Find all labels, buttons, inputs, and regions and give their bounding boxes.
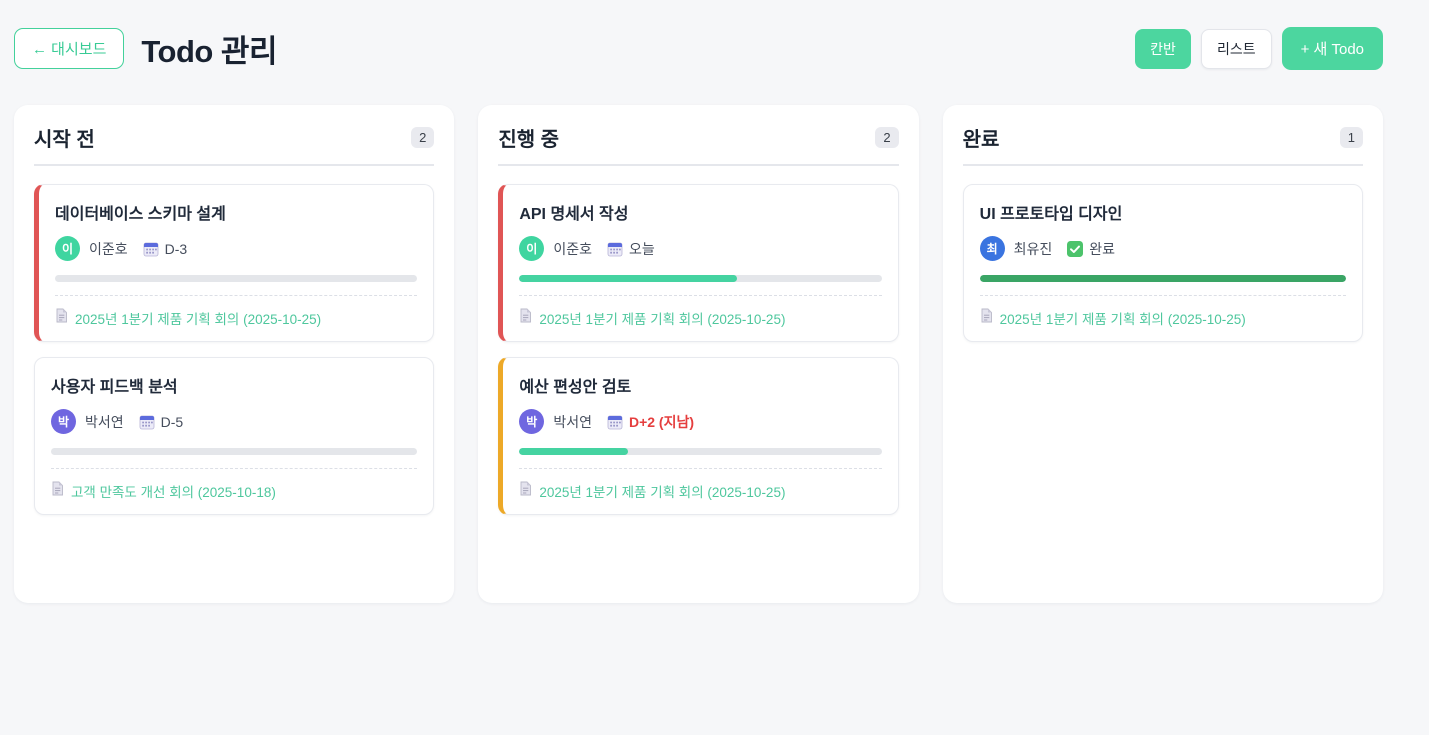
memo-link[interactable]: 2025년 1분기 제품 기획 회의 (2025-10-25) <box>55 308 417 328</box>
calendar-icon <box>607 241 623 257</box>
progress-bar <box>979 275 1346 282</box>
check-icon <box>1067 240 1084 257</box>
progress-fill <box>519 448 629 455</box>
card-divider <box>519 295 882 296</box>
column-count-badge: 2 <box>875 126 899 149</box>
column-header: 시작 전 2 <box>34 123 435 152</box>
assignee-avatar: 박 <box>51 409 76 434</box>
card-divider <box>519 468 882 469</box>
document-icon <box>51 481 64 501</box>
card-divider <box>979 295 1346 296</box>
memo-label: 고객 만족도 개선 회의 (2025-10-18) <box>71 485 276 500</box>
assignee-avatar: 이 <box>55 236 80 261</box>
memo-link[interactable]: 2025년 1분기 제품 기획 회의 (2025-10-25) <box>519 481 881 501</box>
document-icon <box>519 481 532 501</box>
list-view-button[interactable]: 리스트 <box>1200 28 1272 69</box>
document-icon <box>55 308 68 328</box>
assignee-name: 이준호 <box>89 240 128 257</box>
kanban-view-button[interactable]: 칸반 <box>1135 28 1191 69</box>
todo-title: UI 프로토타입 디자인 <box>979 206 1123 223</box>
column-title: 시작 전 <box>34 129 95 151</box>
card-divider <box>55 295 418 296</box>
assignee-name: 박서연 <box>85 413 124 430</box>
todo-meta: 이 이준호 D-3 <box>55 236 417 261</box>
progress-fill <box>519 275 737 282</box>
due-label: 완료 <box>1089 240 1116 257</box>
assignee-avatar: 최 <box>979 236 1005 261</box>
column-divider <box>34 164 435 166</box>
calendar-icon <box>143 241 159 257</box>
memo-label: 2025년 1분기 제품 기획 회의 (2025-10-25) <box>999 312 1246 327</box>
todo-meta: 최 최유진 완료 <box>979 236 1346 261</box>
page-header: ← 대시보드 Todo 관리 칸반 리스트 + 새 Todo <box>14 26 1383 71</box>
memo-label: 2025년 1분기 제품 기획 회의 (2025-10-25) <box>539 312 786 327</box>
memo-label: 2025년 1분기 제품 기획 회의 (2025-10-25) <box>539 485 786 500</box>
column-divider <box>962 164 1363 166</box>
due-label: D+2 (지남) <box>628 413 695 430</box>
page-title: Todo 관리 <box>141 34 277 69</box>
back-to-dashboard-button[interactable]: ← 대시보드 <box>14 28 125 69</box>
document-icon <box>980 308 993 328</box>
document-icon <box>519 308 532 328</box>
progress-bar <box>51 448 418 455</box>
todo-title: 예산 편성안 검토 <box>519 379 632 396</box>
memo-link[interactable]: 고객 만족도 개선 회의 (2025-10-18) <box>51 481 417 501</box>
column-count-badge: 2 <box>411 126 435 149</box>
calendar-icon <box>607 414 623 430</box>
card-divider <box>51 468 418 469</box>
todo-title: 데이터베이스 스키마 설계 <box>55 206 226 223</box>
assignee-name: 최유진 <box>1013 240 1053 257</box>
todo-meta: 박 박서연 D-5 <box>51 409 417 434</box>
assignee-avatar: 박 <box>519 409 545 434</box>
header-left: ← 대시보드 Todo 관리 <box>14 26 277 71</box>
progress-bar <box>55 275 418 282</box>
progress-bar <box>519 275 882 282</box>
assignee-name: 이준호 <box>553 240 592 257</box>
todo-title: API 명세서 작성 <box>519 206 629 223</box>
column-title: 진행 중 <box>498 129 560 151</box>
todo-page: ← 대시보드 Todo 관리 칸반 리스트 + 새 Todo 시작 전 2 데이터베… <box>14 26 1383 603</box>
todo-title: 사용자 피드백 분석 <box>51 379 178 396</box>
column-header: 완료 1 <box>963 123 1363 152</box>
progress-bar <box>519 448 882 455</box>
memo-label: 2025년 1분기 제품 기획 회의 (2025-10-25) <box>75 312 322 327</box>
assignee-avatar: 이 <box>519 236 545 261</box>
column-header: 진행 중 2 <box>498 123 899 152</box>
memo-link[interactable]: 2025년 1분기 제품 기획 회의 (2025-10-25) <box>519 308 881 328</box>
progress-fill <box>979 275 1346 282</box>
due-label: 오늘 <box>628 240 655 257</box>
due-label: D-5 <box>160 413 184 430</box>
due-label: D-3 <box>164 240 188 257</box>
header-actions: 칸반 리스트 + 새 Todo <box>1135 27 1383 70</box>
column-count-badge: 1 <box>1339 126 1363 149</box>
new-todo-button[interactable]: + 새 Todo <box>1281 27 1383 70</box>
calendar-icon <box>139 414 155 430</box>
memo-link[interactable]: 2025년 1분기 제품 기획 회의 (2025-10-25) <box>980 308 1346 328</box>
assignee-name: 박서연 <box>553 413 592 430</box>
todo-meta: 박 박서연 D+2 (지남) <box>519 409 881 434</box>
column-divider <box>498 164 899 166</box>
column-title: 완료 <box>962 129 1000 151</box>
todo-meta: 이 이준호 오늘 <box>519 236 881 261</box>
